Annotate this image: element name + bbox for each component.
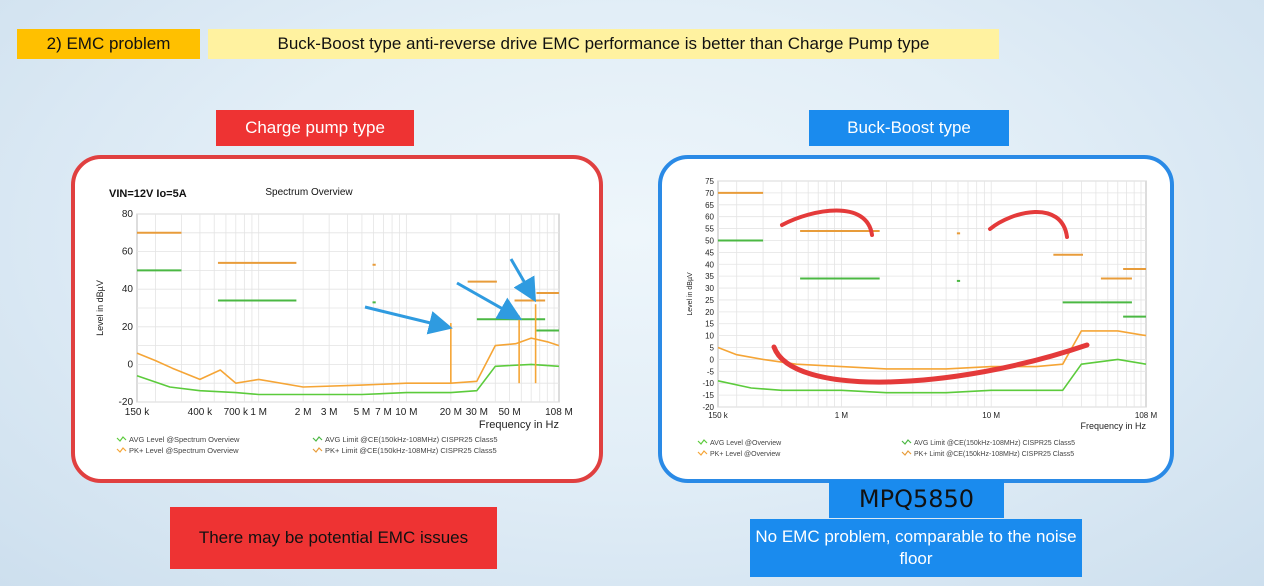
y-tick-label: 0 [127, 359, 133, 370]
legend-entry: PK+ Limit @CE(150kHz-108MHz) CISPR25 Cla… [325, 446, 497, 455]
x-tick-label: 700 k [224, 407, 249, 418]
y-tick-label: 30 [705, 284, 714, 293]
pk-level-trace [717, 330, 1147, 370]
section-tag: 2) EMC problem [17, 29, 200, 59]
y-tick-label: -10 [702, 379, 714, 388]
x-tick-label: 7 M [375, 407, 392, 418]
legend-swatch [116, 436, 127, 442]
legend-entry: AVG Level @Spectrum Overview [129, 435, 240, 444]
buck-boost-panel: 75 70 65 60 55 50 45 40 35 30 25 20 15 10 5 0 -5 -10 -15 -2… [658, 155, 1174, 483]
legend-entry: PK+ Limit @CE(150kHz-108MHz) CISPR25 Cla… [914, 451, 1074, 458]
y-axis-label: Level in dBµV [95, 280, 105, 336]
x-tick-label: 1 M [835, 411, 849, 420]
buck-boost-note: No EMC problem, comparable to the noise … [750, 519, 1082, 577]
y-tick-label: 35 [705, 272, 714, 281]
y-tick-label: 15 [705, 320, 714, 329]
y-tick-label: -5 [707, 367, 715, 376]
charge-pump-label: Charge pump type [216, 110, 414, 146]
part-number-badge: MPQ5850 [829, 480, 1004, 518]
y-tick-label: 45 [705, 248, 714, 257]
y-tick-label: 75 [705, 177, 714, 186]
y-tick-label: 80 [122, 209, 134, 220]
y-tick-label: 60 [705, 213, 714, 222]
annotation-arrow [456, 281, 523, 320]
y-tick-label: 65 [705, 201, 714, 210]
x-tick-label: 108 M [1135, 411, 1158, 420]
x-tick-label: 150 k [125, 407, 150, 418]
x-tick-label: 400 k [188, 407, 213, 418]
x-tick-label: 10 M [395, 407, 417, 418]
pk-level-trace [136, 337, 560, 388]
y-tick-label: 10 [705, 332, 714, 341]
y-tick-label: 50 [705, 236, 714, 245]
legend-swatch [312, 436, 323, 442]
y-tick-label: 60 [122, 247, 134, 258]
x-tick-label: 50 M [498, 407, 520, 418]
y-tick-label: 70 [705, 189, 714, 198]
y-tick-label: 55 [705, 225, 714, 234]
x-tick-label: 30 M [466, 407, 488, 418]
x-tick-label: 10 M [982, 411, 1000, 420]
y-tick-label: -15 [702, 391, 714, 400]
x-tick-label: 150 k [708, 411, 729, 420]
x-tick-label: 108 M [545, 407, 573, 418]
legend-swatch [697, 439, 708, 445]
legend-swatch [697, 450, 708, 456]
y-tick-label: 25 [705, 296, 714, 305]
buck-boost-label: Buck-Boost type [809, 110, 1009, 146]
legend-entry: AVG Limit @CE(150kHz-108MHz) CISPR25 Cla… [914, 440, 1075, 447]
headline: Buck-Boost type anti-reverse drive EMC p… [208, 29, 999, 59]
legend-entry: PK+ Level @Overview [710, 451, 781, 458]
y-tick-label: 40 [122, 284, 134, 295]
y-tick-label: -20 [702, 403, 714, 412]
x-axis-label: Frequency in Hz [1080, 421, 1146, 431]
x-tick-label: 3 M [321, 407, 338, 418]
annotation-arc-left [780, 208, 874, 237]
avg-level-trace [136, 363, 560, 396]
legend-swatch [312, 447, 323, 453]
buck-boost-note-text: No EMC problem, comparable to the noise … [755, 527, 1077, 568]
annotation-arrow [509, 258, 537, 303]
avg-level-trace [717, 358, 1147, 394]
legend-swatch [901, 450, 912, 456]
y-tick-label: 20 [705, 308, 714, 317]
x-tick-label: 1 M [250, 407, 267, 418]
x-tick-label: 20 M [440, 407, 462, 418]
y-tick-label: 20 [122, 322, 134, 333]
legend-entry: PK+ Level @Spectrum Overview [129, 446, 239, 455]
x-axis-label: Frequency in Hz [479, 419, 559, 431]
legend-entry: AVG Level @Overview [710, 440, 782, 447]
y-tick-label: 0 [710, 355, 715, 364]
legend-entry: AVG Limit @CE(150kHz-108MHz) CISPR25 Cla… [325, 435, 498, 444]
charge-pump-note: There may be potential EMC issues [170, 507, 497, 569]
annotation-arc-right [988, 210, 1069, 239]
chart-title: Spectrum Overview [265, 187, 353, 198]
charge-pump-note-text: There may be potential EMC issues [198, 528, 469, 547]
chart-subtitle: VIN=12V Io=5A [109, 188, 187, 200]
x-tick-label: 5 M [354, 407, 371, 418]
annotation-noise-floor-curve [771, 342, 1090, 385]
legend-swatch [901, 439, 912, 445]
y-tick-label: 40 [705, 260, 714, 269]
y-axis-label: Level in dBµV [687, 272, 694, 316]
legend-swatch [116, 447, 127, 453]
annotation-arrow [364, 305, 453, 335]
buck-boost-spectrum-chart: 757065605550454035302520151050-5-10-15-2… [687, 177, 1158, 458]
x-tick-label: 2 M [295, 407, 312, 418]
y-tick-label: 5 [710, 344, 715, 353]
y-tick-label: -20 [119, 397, 134, 408]
